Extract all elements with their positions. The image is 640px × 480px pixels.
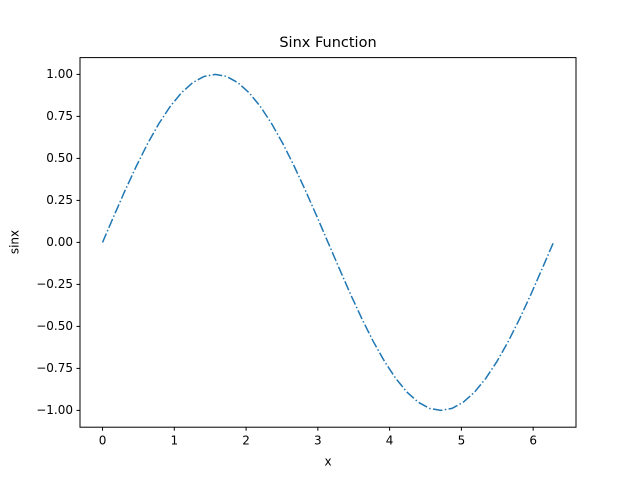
- line-series: [101, 73, 555, 412]
- y-tick-label: −0.50: [36, 319, 73, 333]
- y-axis-label: sinx: [8, 230, 22, 254]
- x-tick-label: 0: [99, 434, 107, 448]
- y-tick-label: 0.00: [46, 235, 73, 249]
- y-tick-label: 1.00: [46, 67, 73, 81]
- x-tick-label: 1: [170, 434, 178, 448]
- y-tick-label: −0.75: [36, 361, 73, 375]
- x-tick-label: 6: [529, 434, 537, 448]
- y-tick-label: 0.50: [46, 151, 73, 165]
- y-tick-label: 0.25: [46, 193, 73, 207]
- x-tick-label: 3: [314, 434, 322, 448]
- chart-title: Sinx Function: [279, 35, 376, 51]
- y-tick-label: −0.25: [36, 277, 73, 291]
- x-tick-label: 4: [386, 434, 394, 448]
- x-tick-label: 2: [242, 434, 250, 448]
- x-tick-label: 5: [458, 434, 466, 448]
- x-axis-label: x: [324, 455, 331, 469]
- y-tick-label: −1.00: [36, 403, 73, 417]
- y-tick-label: 0.75: [46, 109, 73, 123]
